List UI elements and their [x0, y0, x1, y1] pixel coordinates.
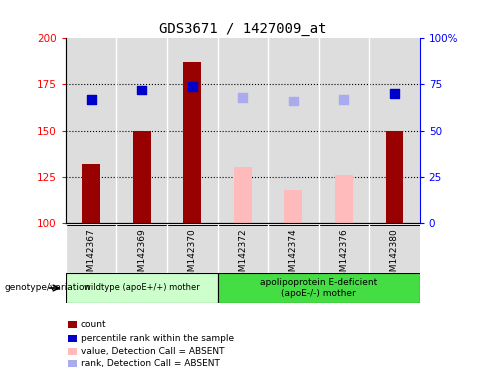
- Text: GSM142376: GSM142376: [339, 228, 348, 283]
- Text: count: count: [81, 320, 106, 329]
- Bar: [369, 225, 420, 273]
- Point: [239, 94, 247, 101]
- Bar: [218, 225, 268, 273]
- Text: GSM142372: GSM142372: [238, 228, 247, 283]
- Bar: [183, 62, 201, 223]
- Text: GSM142369: GSM142369: [137, 228, 146, 283]
- Bar: [234, 167, 252, 223]
- Bar: [167, 225, 218, 273]
- Text: percentile rank within the sample: percentile rank within the sample: [81, 334, 234, 343]
- Text: GSM142374: GSM142374: [289, 228, 298, 283]
- Point: [390, 91, 398, 97]
- Bar: [319, 225, 369, 273]
- Bar: [386, 131, 403, 223]
- Point: [188, 83, 196, 89]
- Bar: [66, 225, 117, 273]
- Text: value, Detection Call = ABSENT: value, Detection Call = ABSENT: [81, 347, 224, 356]
- Point: [340, 96, 348, 102]
- Text: apolipoprotein E-deficient
(apoE-/-) mother: apolipoprotein E-deficient (apoE-/-) mot…: [260, 278, 377, 298]
- Text: genotype/variation: genotype/variation: [5, 283, 91, 293]
- Text: GSM142367: GSM142367: [87, 228, 96, 283]
- Text: GSM142380: GSM142380: [390, 228, 399, 283]
- Bar: [285, 190, 302, 223]
- Point: [289, 98, 297, 104]
- Point: [87, 96, 95, 102]
- Bar: [268, 225, 319, 273]
- Text: GSM142370: GSM142370: [188, 228, 197, 283]
- Bar: [117, 225, 167, 273]
- Text: wildtype (apoE+/+) mother: wildtype (apoE+/+) mother: [84, 283, 200, 293]
- Bar: [218, 273, 420, 303]
- Text: rank, Detection Call = ABSENT: rank, Detection Call = ABSENT: [81, 359, 220, 368]
- Point: [138, 87, 145, 93]
- Bar: [133, 131, 150, 223]
- Bar: [335, 175, 353, 223]
- Bar: [82, 164, 100, 223]
- Bar: [66, 273, 218, 303]
- Title: GDS3671 / 1427009_at: GDS3671 / 1427009_at: [159, 22, 326, 36]
